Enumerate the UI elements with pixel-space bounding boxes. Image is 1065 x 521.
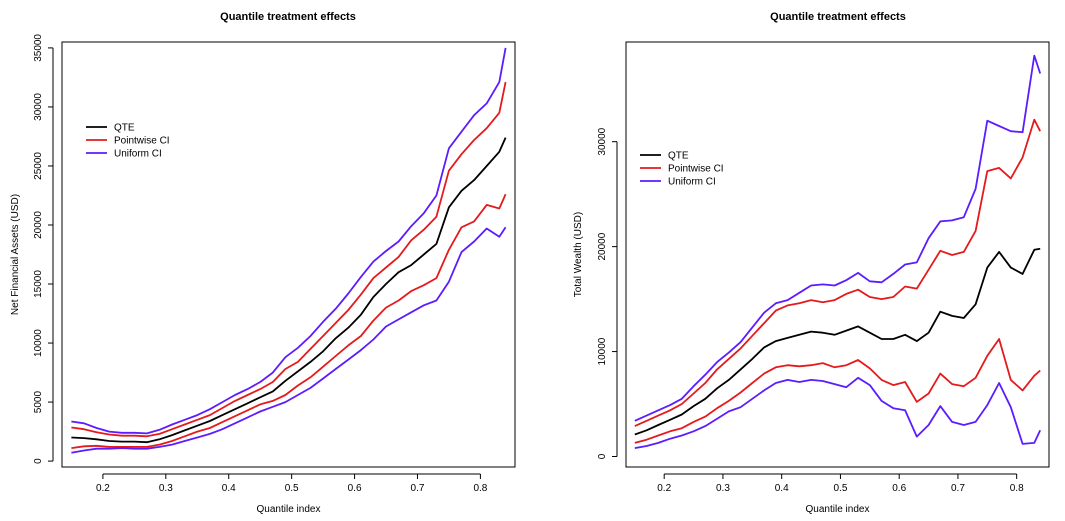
x-tick-label: 0.2	[96, 483, 110, 494]
x-tick-label: 0.4	[222, 483, 236, 494]
x-tick-label: 0.5	[285, 483, 299, 494]
x-tick-label: 0.7	[951, 483, 965, 494]
y-axis-label: Total Wealth (USD)	[573, 212, 584, 297]
y-tick-label: 5000	[33, 391, 44, 414]
x-tick-label: 0.6	[892, 483, 906, 494]
series-line-pointwise-ci-1	[71, 81, 507, 438]
chart-title: Quantile treatment effects	[770, 11, 906, 23]
legend-label-qte: QTE	[668, 151, 689, 162]
legend-label-uniform-ci: Uniform CI	[114, 149, 162, 160]
y-tick-label: 35000	[33, 34, 44, 62]
y-axis-label: Net Financial Assets (USD)	[10, 194, 21, 315]
series-line-qte-0	[634, 247, 1041, 436]
y-tick-label: 25000	[33, 152, 44, 180]
x-tick-label: 0.8	[473, 483, 487, 494]
x-tick-label: 0.3	[159, 483, 173, 494]
series-line-pointwise-ci-2	[71, 193, 507, 449]
legend-label-uniform-ci: Uniform CI	[668, 177, 716, 188]
y-tick-label: 10000	[33, 329, 44, 357]
legend-label-pointwise-ci: Pointwise CI	[668, 164, 724, 175]
left-chart-panel: Quantile treatment effects 0.2 0.3 0.4 0.5 0.…	[10, 11, 516, 515]
y-tick-label: 30000	[33, 93, 44, 121]
series-line-pointwise-ci-2	[634, 338, 1041, 444]
series-line-uniform-ci-3	[71, 47, 507, 435]
legend-label-pointwise-ci: Pointwise CI	[114, 136, 170, 147]
plot-frame	[625, 41, 1050, 468]
right-chart-panel: Quantile treatment effects 0.2 0.3 0.4 0.5 0.…	[573, 11, 1050, 515]
y-tick-label: 20000	[597, 232, 608, 260]
series-line-uniform-ci-3	[634, 54, 1042, 422]
series-line-uniform-ci-4	[71, 226, 507, 454]
series-line-qte-0	[71, 137, 507, 444]
legend-label-qte: QTE	[114, 123, 135, 134]
series-line-pointwise-ci-1	[634, 118, 1042, 427]
x-tick-label: 0.4	[775, 483, 789, 494]
y-tick-label: 30000	[597, 127, 608, 155]
y-tick-label: 0	[33, 458, 44, 464]
x-axis-label: Quantile index	[806, 504, 870, 515]
x-axis-label: Quantile index	[257, 504, 321, 515]
series-line-uniform-ci-4	[634, 376, 1042, 449]
y-tick-label: 15000	[33, 270, 44, 298]
x-tick-label: 0.5	[833, 483, 847, 494]
chart-title: Quantile treatment effects	[220, 11, 356, 23]
plot-frame	[61, 41, 516, 468]
x-tick-label: 0.6	[348, 483, 362, 494]
y-tick-label: 10000	[597, 337, 608, 365]
y-tick-label: 20000	[33, 211, 44, 239]
x-tick-label: 0.2	[657, 483, 671, 494]
x-tick-label: 0.7	[411, 483, 425, 494]
x-tick-label: 0.3	[716, 483, 730, 494]
y-tick-label: 0	[597, 453, 608, 459]
x-tick-label: 0.8	[1010, 483, 1024, 494]
